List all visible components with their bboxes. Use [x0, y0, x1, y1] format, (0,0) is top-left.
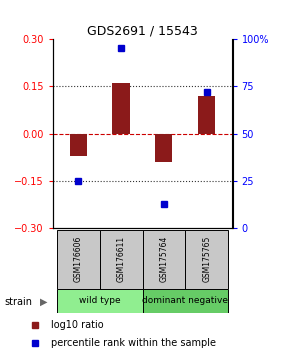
FancyBboxPatch shape [142, 289, 228, 313]
Bar [155, 133, 172, 162]
Bar [112, 83, 130, 133]
Text: GSM175765: GSM175765 [202, 236, 211, 282]
FancyBboxPatch shape [142, 230, 185, 289]
Text: log10 ratio: log10 ratio [51, 320, 103, 330]
Text: strain: strain [4, 297, 32, 307]
FancyBboxPatch shape [100, 230, 142, 289]
FancyBboxPatch shape [57, 289, 142, 313]
Bar [198, 96, 215, 133]
Text: wild type: wild type [79, 296, 121, 306]
Text: GSM176611: GSM176611 [117, 236, 126, 282]
Text: GSM176606: GSM176606 [74, 236, 83, 282]
Text: percentile rank within the sample: percentile rank within the sample [51, 338, 216, 348]
Bar [70, 133, 87, 156]
Text: ▶: ▶ [40, 297, 47, 307]
Text: GSM175764: GSM175764 [159, 236, 168, 282]
FancyBboxPatch shape [185, 230, 228, 289]
FancyBboxPatch shape [57, 230, 100, 289]
Title: GDS2691 / 15543: GDS2691 / 15543 [87, 25, 198, 38]
Text: dominant negative: dominant negative [142, 296, 228, 306]
